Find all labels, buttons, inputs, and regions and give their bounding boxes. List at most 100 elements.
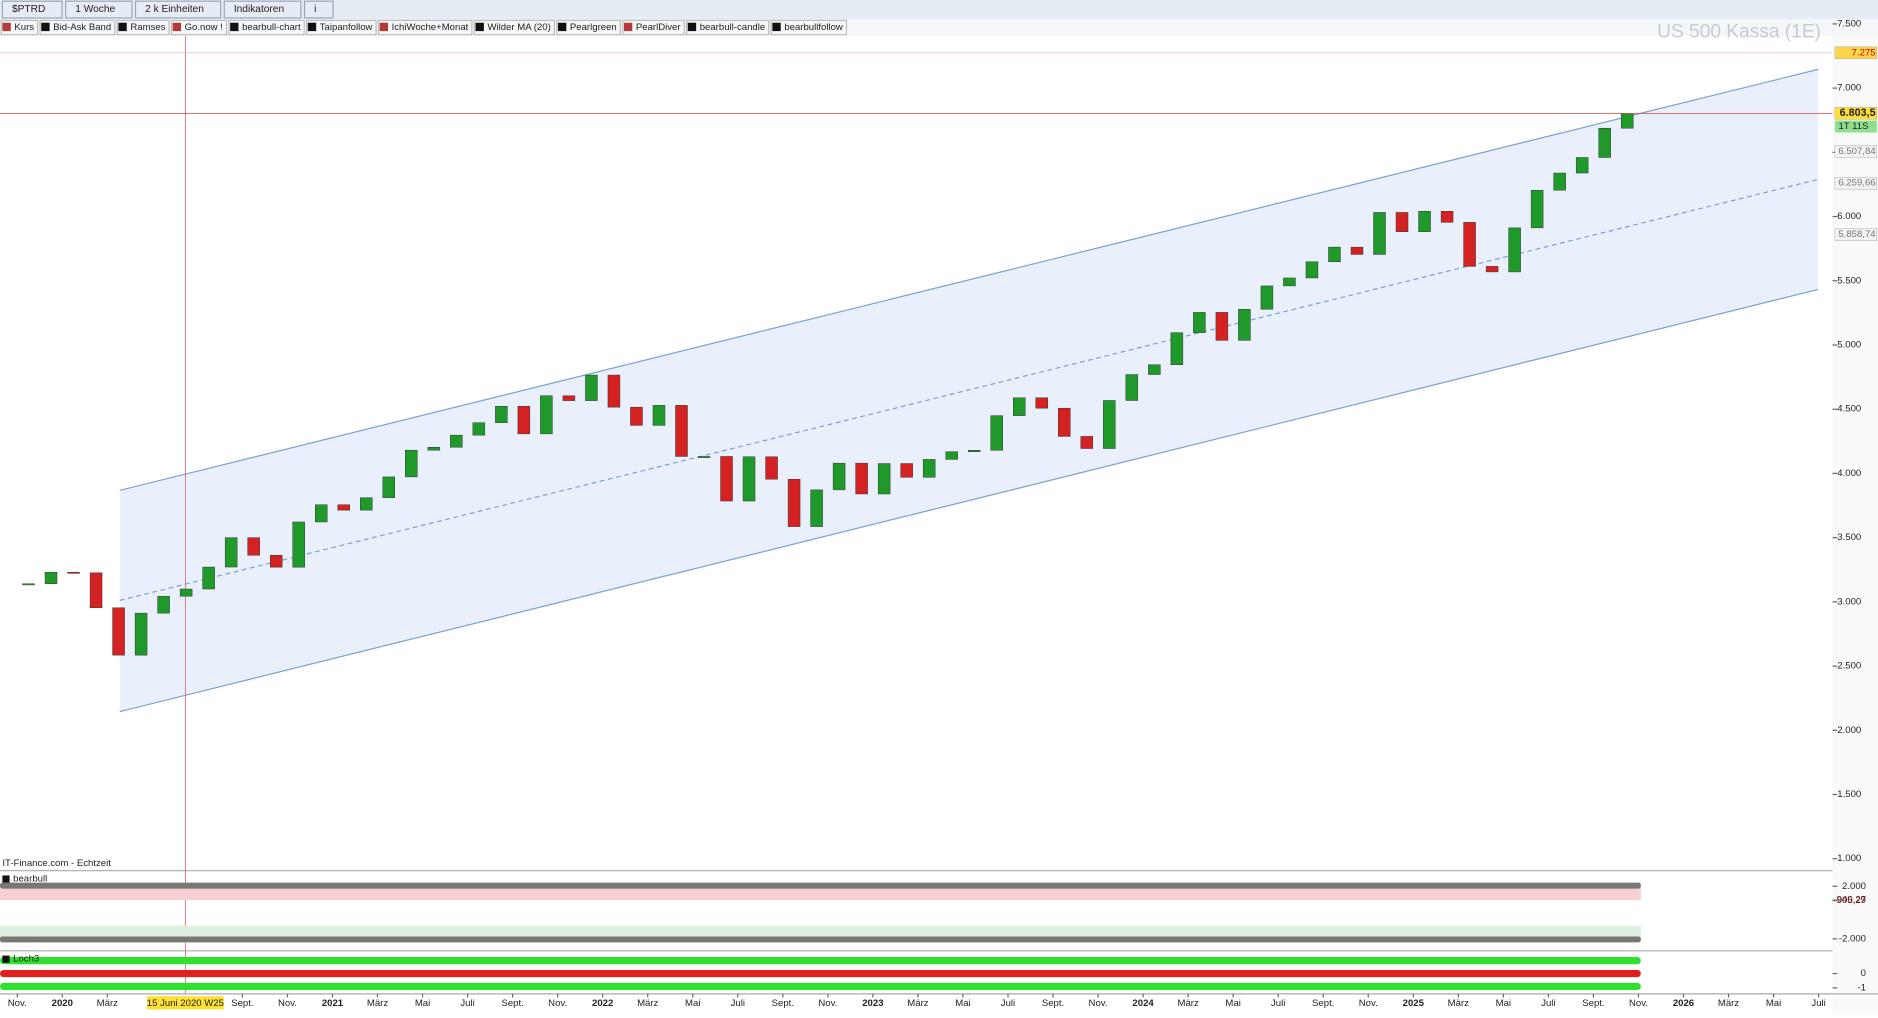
- legend-frame[interactable]: [770, 19, 848, 36]
- toolbar-button-frame[interactable]: [65, 0, 133, 19]
- legend-item[interactable]: Kurs: [14, 22, 34, 33]
- x-tick-label: Mai: [1225, 998, 1240, 1009]
- panel-tick-label: -1: [1858, 982, 1867, 993]
- candle-body: [652, 405, 666, 426]
- toolbar-button-frame[interactable]: [1, 0, 63, 19]
- toolbar-button[interactable]: Indikatoren: [234, 4, 284, 15]
- toolbar-button-frame[interactable]: [303, 0, 334, 19]
- candle-body: [742, 456, 756, 502]
- x-tick-label: März: [367, 998, 388, 1009]
- candle-body: [607, 374, 621, 408]
- x-tick-label: Nov.: [1089, 998, 1108, 1009]
- candle-body: [1193, 312, 1206, 333]
- x-tick-label: März: [637, 998, 658, 1009]
- price-label: 6.803,5: [1840, 107, 1876, 119]
- legend-frame[interactable]: [0, 19, 39, 36]
- cursor-label: 15 Juni 2020 W25: [147, 998, 224, 1009]
- legend-swatch[interactable]: [118, 22, 127, 32]
- y-tick-label: 5.000: [1837, 340, 1861, 351]
- candle-body: [787, 478, 801, 527]
- legend-swatch[interactable]: [2, 22, 11, 32]
- candle-body: [517, 406, 531, 435]
- x-tick-label: Mai: [1496, 998, 1511, 1009]
- legend-frame[interactable]: [473, 19, 555, 36]
- candle-body: [1485, 266, 1499, 273]
- x-tick-label: Nov.: [8, 998, 27, 1009]
- candle-body: [1350, 246, 1364, 255]
- y-tick-label: 6.000: [1837, 211, 1861, 222]
- legend-frame[interactable]: [556, 19, 621, 36]
- candle-body: [360, 497, 373, 511]
- panel-rail: [0, 882, 1641, 889]
- candle-body: [427, 446, 441, 451]
- panel-tick-label: 940,27: [1837, 895, 1866, 906]
- x-tick-label: Sept.: [1582, 998, 1604, 1009]
- candle-body: [922, 459, 936, 478]
- x-tick-label: Juli: [1811, 998, 1825, 1009]
- legend-swatch[interactable]: [230, 22, 239, 32]
- candle-body: [540, 395, 553, 435]
- legend-frame[interactable]: [116, 19, 170, 36]
- legend-frame[interactable]: [685, 19, 770, 36]
- y-tick-label: 3.000: [1837, 596, 1861, 607]
- legend-item[interactable]: Ramses: [130, 22, 165, 33]
- legend-frame[interactable]: [306, 19, 377, 36]
- legend-item[interactable]: bearbull-chart: [242, 22, 301, 33]
- candle-body: [1328, 246, 1341, 263]
- candle-body: [67, 571, 80, 574]
- candle-body: [900, 463, 913, 478]
- legend-item[interactable]: Taipanfollow: [320, 22, 373, 33]
- candle-body: [1305, 261, 1319, 279]
- toolbar: [0, 0, 1878, 20]
- x-tick-label: Mai: [1766, 998, 1781, 1009]
- legend-frame[interactable]: [39, 19, 116, 36]
- legend-swatch[interactable]: [772, 22, 781, 32]
- x-tick-label: März: [1177, 998, 1198, 1009]
- price-label-box: [1834, 176, 1878, 190]
- toolbar-button-frame[interactable]: [223, 0, 302, 19]
- legend-swatch[interactable]: [687, 22, 697, 32]
- toolbar-button[interactable]: $PTRD: [12, 4, 45, 15]
- legend-swatch[interactable]: [41, 22, 50, 32]
- x-tick-label: März: [1448, 998, 1469, 1009]
- legend-item[interactable]: Pearlgreen: [570, 22, 617, 33]
- candle-body: [585, 374, 598, 401]
- candle-body: [1620, 113, 1634, 129]
- cursor-label-box: [147, 996, 224, 1010]
- legend-swatch[interactable]: [379, 22, 389, 32]
- toolbar-button[interactable]: 2 k Einheiten: [145, 4, 204, 15]
- candle-body: [1553, 172, 1566, 191]
- toolbar-button[interactable]: 1 Woche: [75, 4, 115, 15]
- legend-swatch[interactable]: [172, 22, 182, 32]
- legend-item[interactable]: Bid-Ask Band: [53, 22, 111, 33]
- candle-body: [89, 572, 103, 609]
- legend-swatch[interactable]: [475, 22, 484, 32]
- panel-tick-label: 0: [1861, 968, 1866, 979]
- legend-item[interactable]: IchiWoche+Monat: [392, 22, 469, 33]
- toolbar-button-frame[interactable]: [134, 0, 222, 19]
- legend-swatch[interactable]: [557, 22, 567, 32]
- legend-frame[interactable]: [170, 19, 228, 36]
- panel-name: bearbull: [13, 874, 47, 885]
- legend-item[interactable]: PearlDiver: [636, 22, 681, 33]
- legend-frame[interactable]: [622, 19, 685, 36]
- candle-body: [1395, 212, 1409, 232]
- legend-frame[interactable]: [377, 19, 473, 36]
- x-tick-label: Nov.: [818, 998, 837, 1009]
- legend-item[interactable]: bearbull-candle: [700, 22, 765, 33]
- candle-body: [247, 537, 260, 556]
- legend-item[interactable]: bearbullfollow: [784, 22, 843, 33]
- source-label: IT-Finance.com - Echtzeit: [2, 858, 111, 869]
- legend-swatch[interactable]: [307, 22, 317, 32]
- legend-swatch[interactable]: [623, 22, 633, 32]
- panel-tick-label: 2.000: [1842, 881, 1866, 892]
- legend-item[interactable]: Wilder MA (20): [487, 22, 550, 33]
- candle-body: [1530, 189, 1544, 229]
- legend-frame[interactable]: [228, 19, 305, 36]
- candle-body: [224, 537, 238, 568]
- candle-body: [1598, 127, 1611, 158]
- candle-body: [720, 456, 733, 502]
- candle-body: [810, 489, 823, 527]
- legend-item[interactable]: Go.now !: [185, 22, 223, 33]
- toolbar-button[interactable]: i: [314, 4, 316, 15]
